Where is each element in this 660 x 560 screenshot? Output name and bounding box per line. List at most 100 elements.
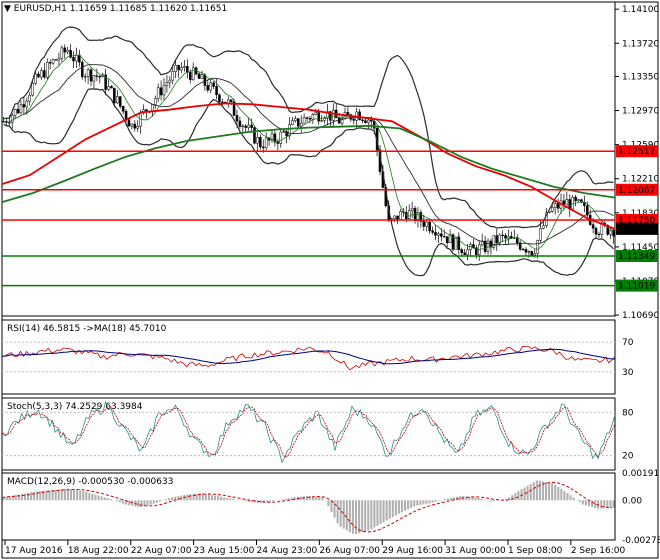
candle-body	[323, 118, 326, 121]
candle-body	[113, 87, 116, 104]
macd-hist-bar	[39, 491, 42, 501]
candle-body	[264, 137, 268, 149]
macd-hist-bar	[195, 493, 198, 501]
candle-body	[425, 221, 428, 227]
macd-hist-bar	[94, 494, 97, 501]
macd-hist-bar	[330, 500, 333, 512]
macd-hist-bar	[318, 496, 321, 501]
macd-signal-line	[1, 481, 612, 533]
candle-body	[530, 251, 534, 256]
macd-hist-bar	[566, 492, 569, 501]
candle-body	[34, 73, 37, 84]
macd-hist-bar	[30, 492, 33, 501]
candle-body	[57, 57, 61, 61]
macd-hist-bar	[443, 499, 446, 501]
macd-hist-bar	[198, 493, 201, 501]
macd-hist-bar	[36, 491, 39, 501]
candle-body	[585, 205, 589, 216]
macd-hist-bar	[91, 493, 94, 501]
macd-hist-bar	[79, 490, 82, 501]
candle-body	[92, 75, 96, 82]
macd-hist-bar	[480, 498, 483, 501]
candle-body	[314, 112, 318, 115]
candle-body	[612, 230, 615, 237]
candle-body	[571, 196, 574, 210]
candle-body	[156, 87, 160, 99]
candle-body	[501, 234, 504, 237]
level-price-label: 1.11750	[618, 216, 655, 226]
candle-body	[45, 62, 49, 78]
candle-body	[422, 220, 426, 227]
candle-body	[510, 236, 513, 239]
macd-ytick-label: 0.001912	[622, 469, 660, 479]
macd-hist-bar	[42, 490, 45, 501]
macd-hist-bar	[572, 497, 575, 501]
macd-hist-bar	[272, 500, 275, 502]
candle-body	[518, 242, 522, 250]
candle-body	[66, 50, 69, 53]
candle-body	[311, 114, 315, 120]
macd-hist-bar	[538, 480, 541, 501]
macd-hist-bar	[379, 500, 382, 525]
macd-hist-bar	[164, 499, 168, 501]
macd-hist-bar	[14, 495, 17, 501]
macd-hist-bar	[385, 500, 388, 521]
candle-body	[235, 115, 239, 122]
macd-hist-bar	[345, 500, 348, 531]
candle-body	[72, 57, 75, 62]
macd-hist-bar	[57, 489, 60, 501]
macd-hist-bar	[106, 498, 109, 501]
macd-hist-bar	[428, 500, 431, 504]
level-price-label: 1.12087	[618, 186, 655, 196]
candle-body	[186, 66, 189, 73]
macd-hist-bar	[600, 500, 603, 509]
macd-hist-bar	[581, 500, 584, 505]
candle-body	[75, 54, 78, 62]
macd-hist-bar	[210, 495, 213, 501]
x-tick-label: 2 Sep 16:00	[571, 546, 626, 556]
candle-body	[78, 54, 81, 63]
candle-body	[189, 72, 192, 80]
macd-hist-bar	[468, 496, 471, 501]
candle-body	[232, 101, 236, 116]
macd-hist-bar	[563, 490, 566, 501]
candle-body	[16, 109, 20, 114]
candle-body	[162, 85, 166, 96]
candle-body	[533, 253, 536, 256]
candle-body	[480, 240, 484, 246]
chart-header: ▼ EURUSD,H1 1.11659 1.11685 1.11620 1.11…	[4, 4, 227, 14]
macd-hist-bar	[413, 500, 416, 507]
candle-body	[250, 124, 253, 128]
macd-hist-bar	[434, 500, 437, 502]
candle-body	[308, 117, 312, 120]
candle-body	[165, 82, 169, 86]
macd-hist-bar	[612, 500, 615, 508]
macd-hist-bar	[143, 500, 146, 507]
macd-hist-bar	[244, 500, 247, 502]
candle-body	[48, 62, 52, 64]
candle-body	[483, 240, 487, 252]
macd-hist-bar	[327, 500, 330, 507]
candle-body	[340, 118, 344, 124]
candle-body	[81, 62, 84, 78]
macd-hist-bar	[305, 496, 308, 501]
macd-hist-bar	[51, 489, 54, 501]
candle-body	[28, 94, 32, 102]
price-ytick-label: 1.13350	[622, 72, 659, 82]
candle-body	[419, 212, 423, 222]
macd-hist-bar	[287, 498, 290, 501]
current-price-label: 1.11651	[618, 225, 655, 235]
macd-hist-bar	[302, 496, 305, 501]
macd-hist-bar	[569, 495, 572, 501]
bollinger-lower	[3, 88, 614, 277]
symbol-label: EURUSD,H1	[13, 4, 67, 14]
price-ytick-label: 1.11830	[622, 209, 659, 219]
macd-hist-bar	[146, 500, 149, 506]
candle-body	[527, 251, 531, 253]
rsi-ytick-label: 30	[622, 368, 634, 378]
level-price-label: 1.12517	[618, 147, 655, 157]
macd-hist-bar	[465, 496, 468, 501]
dropdown-arrow-icon[interactable]: ▼	[4, 4, 11, 14]
candle-body	[177, 65, 180, 71]
candle-body	[116, 96, 119, 104]
